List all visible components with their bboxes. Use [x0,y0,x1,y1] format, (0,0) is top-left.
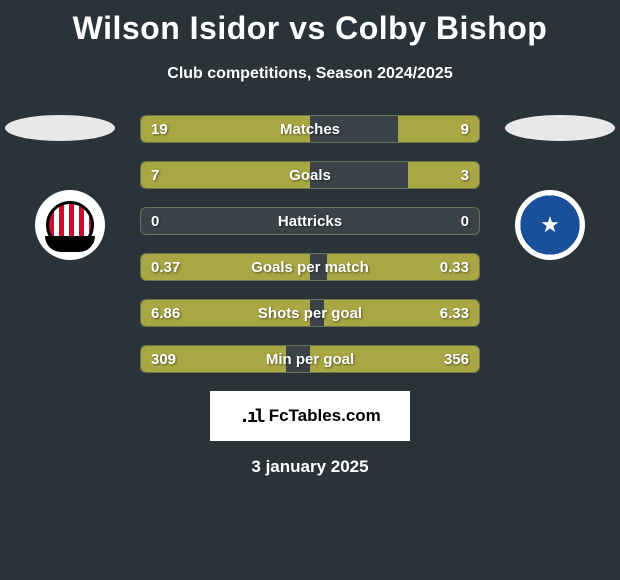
stat-row: 199Matches [140,115,480,143]
stat-label: Min per goal [141,346,479,372]
stat-row: 73Goals [140,161,480,189]
portsmouth-star-icon: ★ [540,212,560,238]
stat-label: Goals [141,162,479,188]
stat-label: Matches [141,116,479,142]
fctables-logo-icon: .ıl [239,406,263,427]
club-crest-right: ★ [515,190,585,260]
stat-row: 309356Min per goal [140,345,480,373]
stat-row: 0.370.33Goals per match [140,253,480,281]
comparison-content: ★ 199Matches 73Goals 00Hattricks 0.370.33Go… [0,115,620,477]
stat-label: Shots per goal [141,300,479,326]
stat-bars: 199Matches 73Goals 00Hattricks 0.370.33Goal… [140,115,480,373]
date-label: 3 january 2025 [0,457,620,477]
stat-row: 6.866.33Shots per goal [140,299,480,327]
comparison-title: Wilson Isidor vs Colby Bishop [0,0,620,47]
club-crest-left [35,190,105,260]
player-photo-right [505,115,615,141]
stat-label: Hattricks [141,208,479,234]
sunderland-crest-icon [46,201,94,249]
player-photo-left [5,115,115,141]
brand-text: FcTables.com [269,406,381,426]
comparison-subtitle: Club competitions, Season 2024/2025 [0,65,620,83]
brand-box[interactable]: .ıl FcTables.com [210,391,410,441]
stat-label: Goals per match [141,254,479,280]
stat-row: 00Hattricks [140,207,480,235]
